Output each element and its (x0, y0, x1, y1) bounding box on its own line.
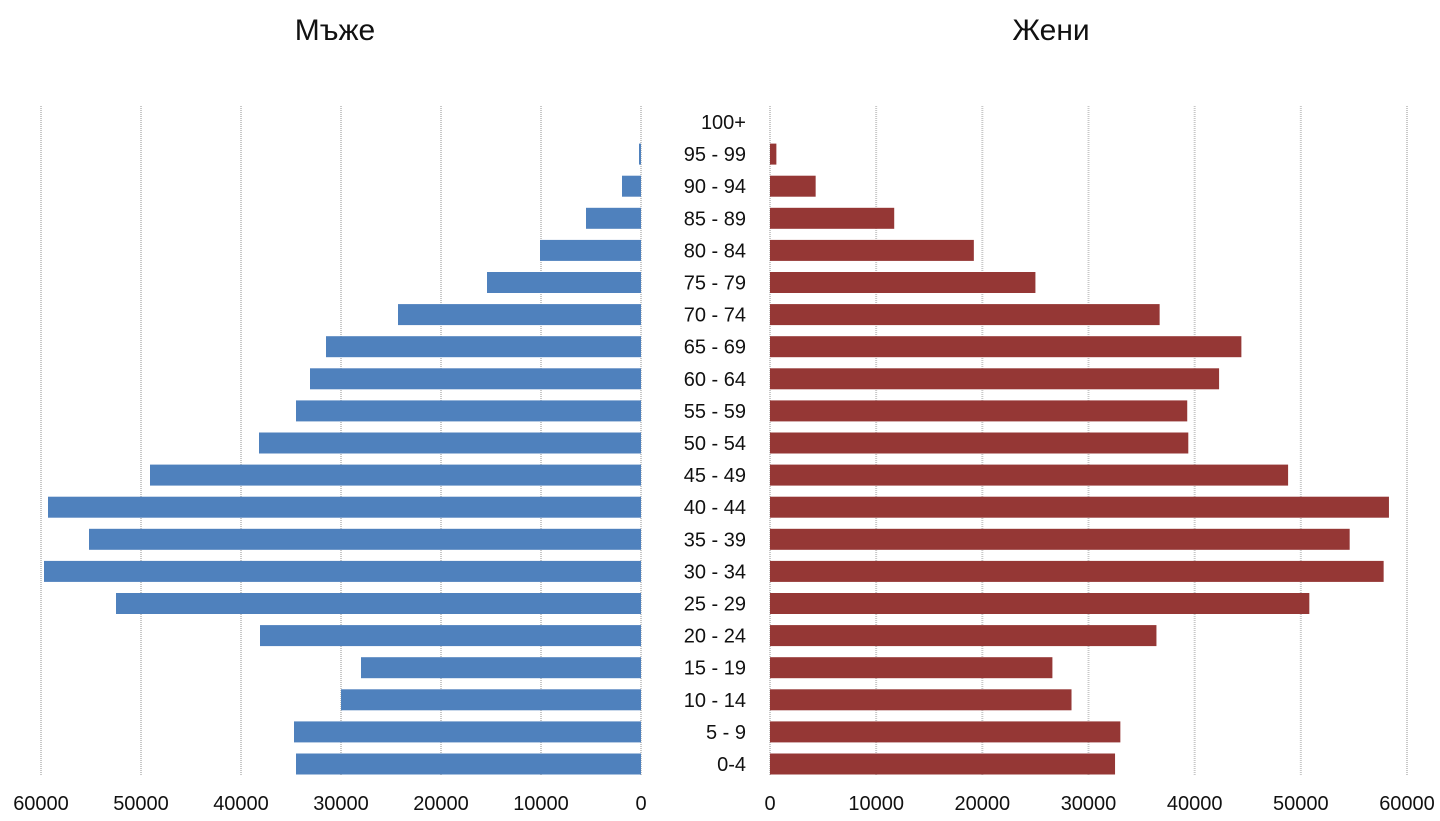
female-bar (770, 175, 816, 197)
male-bar (487, 272, 641, 293)
female-x-tick-label: 20000 (955, 793, 1011, 815)
male-bar (361, 657, 641, 679)
male-bar (341, 689, 641, 711)
age-group-label: 70 - 74 (684, 305, 746, 327)
female-bar (770, 657, 1053, 679)
male-bar (622, 175, 641, 197)
male-x-tick-label: 30000 (313, 793, 369, 815)
male-bar (586, 207, 641, 229)
male-bar (294, 721, 641, 743)
female-bar (770, 304, 1160, 326)
age-group-label: 30 - 34 (684, 561, 746, 583)
female-x-tick-label: 0 (764, 793, 775, 815)
male-bar (639, 143, 641, 165)
female-x-tick-label: 50000 (1273, 793, 1329, 815)
age-group-label: 95 - 99 (684, 144, 746, 166)
female-bar (770, 528, 1350, 550)
male-bar (259, 432, 641, 454)
male-bar (296, 400, 641, 422)
male-x-tick-label: 20000 (413, 793, 469, 815)
bars (44, 143, 1389, 775)
age-group-label: 50 - 54 (684, 433, 746, 455)
female-bar (770, 625, 1157, 647)
male-bar (116, 593, 641, 614)
age-group-label: 40 - 44 (684, 497, 746, 519)
age-group-label: 75 - 79 (684, 273, 746, 295)
female-bar (770, 207, 895, 229)
male-bar (260, 625, 641, 647)
female-bar (770, 593, 1310, 614)
male-bar (150, 464, 641, 486)
female-bar (770, 689, 1072, 711)
female-bar (770, 400, 1188, 422)
male-x-tick-label: 40000 (213, 793, 269, 815)
female-x-tick-label: 60000 (1379, 793, 1435, 815)
age-group-label: 15 - 19 (684, 658, 746, 680)
female-bar (770, 143, 777, 165)
female-bar (770, 721, 1121, 743)
female-bar (770, 368, 1220, 390)
age-group-label: 60 - 64 (684, 369, 746, 391)
age-group-label: 35 - 39 (684, 529, 746, 551)
female-chart-title: Жени (1012, 14, 1089, 47)
age-group-label: 80 - 84 (684, 240, 746, 262)
male-x-tick-label: 10000 (513, 793, 569, 815)
age-group-label: 45 - 49 (684, 465, 746, 487)
age-group-label: 25 - 29 (684, 594, 746, 616)
female-bar (770, 560, 1384, 582)
male-bar (326, 336, 641, 358)
age-group-label: 0-4 (717, 754, 746, 776)
axis-ticks: 0 10000 20000 30000 40000 50000 60000 0 10000 200… (13, 793, 1435, 815)
age-group-label: 85 - 89 (684, 208, 746, 230)
female-bar (770, 753, 1116, 775)
female-bar (770, 336, 1242, 358)
male-x-tick-label: 50000 (113, 793, 169, 815)
age-group-labels: 0-4 5 - 9 10 - 14 15 - 19 20 - 24 25 - 29 30 -… (684, 112, 746, 776)
male-bar (398, 304, 641, 326)
female-bar (770, 239, 974, 261)
age-group-label: 55 - 59 (684, 401, 746, 423)
female-bar (770, 496, 1389, 518)
male-bar (44, 560, 641, 582)
female-x-tick-label: 30000 (1061, 793, 1117, 815)
female-bar (770, 272, 1036, 293)
age-group-label: 5 - 9 (706, 722, 746, 744)
age-group-label: 20 - 24 (684, 626, 746, 648)
male-chart-title: Мъже (295, 14, 376, 47)
female-x-tick-label: 10000 (848, 793, 904, 815)
male-bar (89, 528, 641, 550)
age-group-label: 65 - 69 (684, 337, 746, 359)
age-group-label: 90 - 94 (684, 176, 746, 198)
female-bar (770, 432, 1189, 454)
male-bar (296, 753, 641, 775)
age-group-label: 100+ (701, 112, 746, 134)
female-bar (770, 464, 1289, 486)
male-bar (48, 496, 641, 518)
age-group-label: 10 - 14 (684, 690, 746, 712)
male-bar (310, 368, 641, 390)
male-x-tick-label: 0 (635, 793, 646, 815)
female-x-tick-label: 40000 (1167, 793, 1223, 815)
male-bar (540, 239, 641, 261)
male-x-tick-label: 60000 (13, 793, 69, 815)
